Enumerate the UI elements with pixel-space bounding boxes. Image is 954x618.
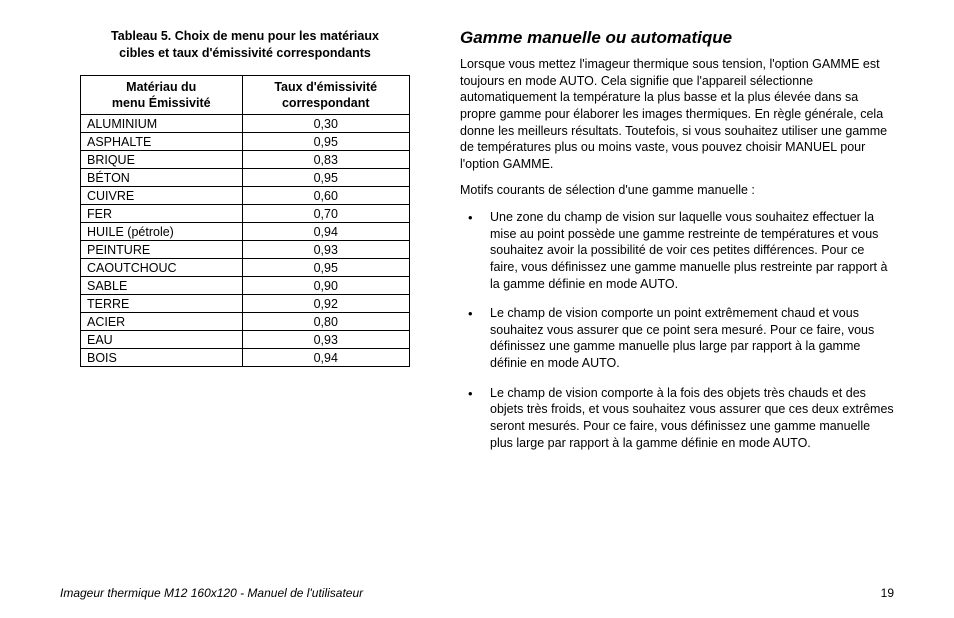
table-header-row: Matériau du menu Émissivité Taux d'émiss…: [81, 75, 410, 115]
cell-material: SABLE: [81, 277, 243, 295]
cell-rate: 0,30: [242, 115, 410, 133]
cell-rate: 0,94: [242, 223, 410, 241]
cell-rate: 0,70: [242, 205, 410, 223]
cell-rate: 0,93: [242, 241, 410, 259]
bullet-list: Une zone du champ de vision sur laquelle…: [460, 209, 894, 451]
emissivity-table: Matériau du menu Émissivité Taux d'émiss…: [80, 75, 410, 368]
list-item: Le champ de vision comporte un point ext…: [460, 305, 894, 372]
right-column: Gamme manuelle ou automatique Lorsque vo…: [460, 28, 894, 464]
table-row: ASPHALTE0,95: [81, 133, 410, 151]
cell-rate: 0,83: [242, 151, 410, 169]
cell-material: HUILE (pétrole): [81, 223, 243, 241]
table-row: FER0,70: [81, 205, 410, 223]
intro-paragraph: Lorsque vous mettez l'imageur thermique …: [460, 56, 894, 172]
col-header-material-l2: menu Émissivité: [112, 96, 211, 110]
col-header-material-l1: Matériau du: [126, 80, 196, 94]
cell-rate: 0,92: [242, 295, 410, 313]
cell-material: EAU: [81, 331, 243, 349]
cell-rate: 0,95: [242, 169, 410, 187]
cell-rate: 0,95: [242, 259, 410, 277]
table-row: BOIS0,94: [81, 349, 410, 367]
cell-material: BÉTON: [81, 169, 243, 187]
cell-rate: 0,93: [242, 331, 410, 349]
table-row: BÉTON0,95: [81, 169, 410, 187]
cell-material: BRIQUE: [81, 151, 243, 169]
left-column: Tableau 5. Choix de menu pour les matéri…: [60, 28, 430, 464]
cell-rate: 0,80: [242, 313, 410, 331]
table-row: SABLE0,90: [81, 277, 410, 295]
cell-material: TERRE: [81, 295, 243, 313]
section-heading: Gamme manuelle ou automatique: [460, 28, 894, 48]
table-row: HUILE (pétrole)0,94: [81, 223, 410, 241]
table-caption-line1: Tableau 5. Choix de menu pour les matéri…: [111, 29, 379, 43]
table-row: ACIER0,80: [81, 313, 410, 331]
table-row: CAOUTCHOUC0,95: [81, 259, 410, 277]
cell-material: PEINTURE: [81, 241, 243, 259]
table-row: PEINTURE0,93: [81, 241, 410, 259]
table-caption: Tableau 5. Choix de menu pour les matéri…: [60, 28, 430, 62]
cell-rate: 0,90: [242, 277, 410, 295]
col-header-rate-l1: Taux d'émissivité: [274, 80, 377, 94]
cell-material: CAOUTCHOUC: [81, 259, 243, 277]
page-number: 19: [881, 586, 894, 600]
cell-material: ASPHALTE: [81, 133, 243, 151]
cell-material: FER: [81, 205, 243, 223]
list-item: Le champ de vision comporte à la fois de…: [460, 385, 894, 452]
col-header-rate-l2: correspondant: [282, 96, 370, 110]
cell-material: ACIER: [81, 313, 243, 331]
cell-rate: 0,95: [242, 133, 410, 151]
table-row: EAU0,93: [81, 331, 410, 349]
page-content: Tableau 5. Choix de menu pour les matéri…: [60, 28, 894, 464]
cell-material: ALUMINIUM: [81, 115, 243, 133]
col-header-rate: Taux d'émissivité correspondant: [242, 75, 410, 115]
table-body: ALUMINIUM0,30 ASPHALTE0,95 BRIQUE0,83 BÉ…: [81, 115, 410, 367]
cell-rate: 0,60: [242, 187, 410, 205]
page-footer: Imageur thermique M12 160x120 - Manuel d…: [60, 586, 894, 600]
list-intro-paragraph: Motifs courants de sélection d'une gamme…: [460, 182, 894, 199]
table-caption-line2: cibles et taux d'émissivité correspondan…: [119, 46, 371, 60]
cell-material: CUIVRE: [81, 187, 243, 205]
table-row: BRIQUE0,83: [81, 151, 410, 169]
col-header-material: Matériau du menu Émissivité: [81, 75, 243, 115]
table-row: ALUMINIUM0,30: [81, 115, 410, 133]
list-item: Une zone du champ de vision sur laquelle…: [460, 209, 894, 292]
table-row: CUIVRE0,60: [81, 187, 410, 205]
footer-title: Imageur thermique M12 160x120 - Manuel d…: [60, 586, 363, 600]
cell-material: BOIS: [81, 349, 243, 367]
cell-rate: 0,94: [242, 349, 410, 367]
table-row: TERRE0,92: [81, 295, 410, 313]
